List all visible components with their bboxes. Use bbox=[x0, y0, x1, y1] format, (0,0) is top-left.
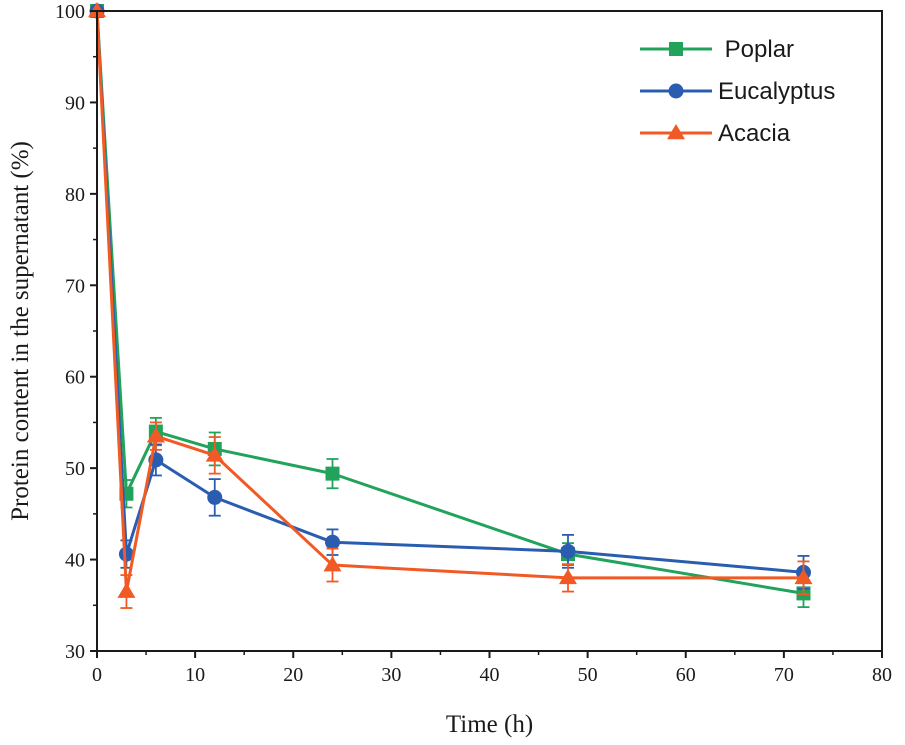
legend-marker bbox=[669, 42, 683, 56]
series-line bbox=[95, 10, 804, 594]
x-tick-label: 30 bbox=[381, 664, 401, 686]
x-tick-label: 70 bbox=[774, 664, 794, 686]
series-poplar bbox=[90, 4, 811, 609]
y-axis-title: Protein content in the supernatant (%) bbox=[7, 141, 34, 521]
x-tick-label: 40 bbox=[480, 664, 500, 686]
legend-entry-poplar: Poplar bbox=[640, 36, 794, 63]
legend-entry-acacia: Acacia bbox=[640, 120, 791, 147]
data-point bbox=[207, 489, 223, 505]
x-tick-label: 60 bbox=[676, 664, 696, 686]
legend-label: Eucalyptus bbox=[718, 78, 835, 105]
legend-label: Poplar bbox=[718, 36, 794, 63]
data-point bbox=[88, 2, 106, 18]
y-tick-label: 60 bbox=[65, 367, 85, 389]
y-tick-label: 80 bbox=[65, 184, 85, 206]
data-point bbox=[325, 534, 340, 550]
data-point bbox=[560, 543, 576, 559]
x-tick-label: 10 bbox=[185, 664, 205, 686]
x-tick-label: 0 bbox=[92, 664, 102, 686]
axes: 0 10 20 30 40 50 60 70 80 30 40 50 60 70 80 90 100 bbox=[55, 1, 892, 686]
data-point bbox=[325, 466, 340, 481]
y-tick-label: 30 bbox=[65, 641, 85, 663]
series-line bbox=[95, 10, 804, 595]
plot-frame bbox=[96, 10, 883, 652]
y-tick-label: 50 bbox=[65, 458, 85, 480]
x-tick-label: 20 bbox=[283, 664, 303, 686]
series-line bbox=[95, 10, 804, 574]
y-tick-label: 40 bbox=[65, 550, 85, 572]
legend-marker bbox=[667, 124, 685, 140]
x-axis-title: Time (h) bbox=[446, 711, 533, 738]
plot-area bbox=[88, 2, 813, 609]
data-point bbox=[323, 556, 342, 572]
data-point bbox=[117, 582, 136, 598]
x-tick-label: 50 bbox=[578, 664, 598, 686]
y-tick-label: 100 bbox=[55, 1, 85, 23]
data-point bbox=[146, 427, 165, 443]
series-acacia bbox=[88, 2, 813, 609]
legend-entry-eucalyptus: Eucalyptus bbox=[640, 78, 835, 105]
data-point bbox=[205, 446, 224, 462]
legend-marker bbox=[668, 83, 684, 99]
x-tick-label: 80 bbox=[872, 664, 892, 686]
legend: Poplar Eucalyptus Acacia bbox=[640, 36, 835, 147]
data-point bbox=[118, 546, 134, 562]
data-point bbox=[794, 568, 813, 585]
legend-label: Acacia bbox=[718, 120, 791, 147]
y-tick-label: 90 bbox=[65, 92, 85, 114]
data-point bbox=[559, 568, 577, 585]
y-tick-label: 70 bbox=[65, 275, 85, 297]
